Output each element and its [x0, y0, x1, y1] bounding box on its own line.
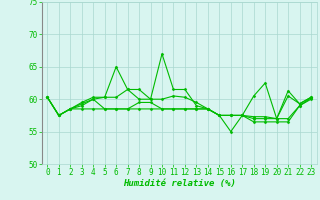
X-axis label: Humidité relative (%): Humidité relative (%): [123, 179, 236, 188]
